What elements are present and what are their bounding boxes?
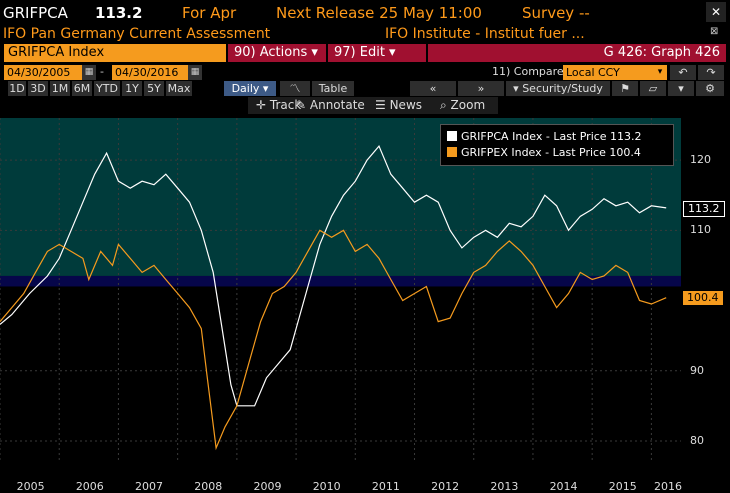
x-tick-label: 2014: [549, 480, 578, 493]
period-button[interactable]: YTD: [94, 81, 120, 96]
band-mid: [0, 275, 681, 287]
x-tick-label: 2007: [135, 480, 164, 493]
security-header: GRIFPCA 113.2 For Apr Next Release 25 Ma…: [0, 0, 730, 26]
ticker-field[interactable]: GRIFPCA Index: [4, 44, 226, 62]
series-line-2: [0, 229, 667, 451]
legend-item-2: GRIFPEX Index - Last Price 100.4: [447, 146, 641, 159]
chart-tools: [248, 97, 498, 114]
currency-select[interactable]: Local CCY: [563, 65, 653, 80]
x-tick-label: 2013: [490, 480, 519, 493]
series-line-1: [0, 144, 667, 407]
track-tool[interactable]: ✛ Track: [256, 98, 301, 113]
chevron-down-icon[interactable]: ▾: [668, 81, 694, 96]
period-button[interactable]: 1D: [8, 81, 26, 96]
flag-icon[interactable]: ⚑: [612, 81, 638, 96]
for-period: For Apr: [182, 4, 237, 22]
chevron-down-icon: ▾: [513, 82, 523, 95]
annotate-label: Annotate: [309, 98, 365, 112]
series-description: IFO Pan Germany Current Assessment: [3, 26, 271, 42]
scroll-left-icon[interactable]: «: [410, 81, 456, 96]
security-study-label: Security/Study: [522, 82, 603, 95]
line-chart-icon[interactable]: 〽: [280, 81, 310, 96]
shape-icon[interactable]: ▱: [640, 81, 666, 96]
expand-icon[interactable]: ⊠: [710, 26, 719, 37]
undo-icon[interactable]: ↶: [670, 65, 696, 80]
close-icon[interactable]: ✕: [706, 2, 726, 22]
magnifier-icon: ⌕: [440, 98, 451, 112]
crosshair-icon: ✛: [256, 98, 270, 112]
last-price-tag-2: 100.4: [683, 290, 723, 305]
last-price-tag-1: 113.2: [683, 200, 725, 217]
x-tick-label: 2005: [16, 480, 45, 493]
x-tick-label: 2015: [608, 480, 637, 493]
next-release: Next Release 25 May 11:00: [276, 4, 482, 22]
x-tick-label: 2009: [253, 480, 282, 493]
news-icon: ☰: [375, 98, 390, 112]
period-button[interactable]: Max: [166, 81, 192, 96]
calendar-icon[interactable]: ▦: [82, 65, 96, 80]
zoom-label: Zoom: [450, 98, 486, 112]
track-label: Track: [269, 98, 302, 112]
security-study-button[interactable]: ▾ Security/Study: [506, 81, 610, 96]
legend-label-1: GRIFPCA Index - Last Price 113.2: [461, 130, 642, 143]
zoom-tool[interactable]: ⌕ Zoom: [440, 98, 485, 113]
news-tool[interactable]: ☰ News: [375, 98, 422, 113]
x-tick-label: 2010: [312, 480, 341, 493]
annotate-tool[interactable]: ✎ Annotate: [296, 98, 365, 113]
calendar-icon[interactable]: ▦: [188, 65, 202, 80]
legend-swatch-2: [447, 147, 457, 157]
news-label: News: [389, 98, 423, 112]
x-tick-label: 2008: [194, 480, 223, 493]
graph-id: G 426: Graph 426: [428, 44, 726, 62]
period-button[interactable]: 3D: [28, 81, 48, 96]
redo-icon[interactable]: ↷: [698, 65, 724, 80]
series-source: IFO Institute - Institut fuer ...: [385, 26, 585, 42]
x-tick-label: 2016: [654, 480, 682, 493]
x-tick-label: 2011: [371, 480, 400, 493]
price-chart[interactable]: [0, 118, 681, 462]
legend-swatch-1: [447, 131, 457, 141]
legend-item-1: GRIFPCA Index - Last Price 113.2: [447, 130, 642, 143]
period-button[interactable]: 1M: [50, 81, 70, 96]
survey: Survey --: [522, 4, 590, 22]
period-button[interactable]: 1Y: [122, 81, 142, 96]
chart-legend: GRIFPCA Index - Last Price 113.2 GRIFPEX…: [440, 124, 674, 166]
y-tick-label: 80: [690, 433, 704, 447]
y-tick-label: 110: [690, 223, 711, 237]
y-tick-label: 90: [690, 363, 704, 377]
date-separator: -: [100, 65, 104, 78]
pencil-icon: ✎: [296, 98, 310, 112]
chevron-down-icon[interactable]: ▾: [653, 65, 667, 80]
frequency-select[interactable]: Daily ▾: [224, 81, 276, 96]
x-tick-label: 2006: [75, 480, 104, 493]
y-axis: [681, 118, 730, 462]
table-button[interactable]: Table: [312, 81, 354, 96]
scroll-right-icon[interactable]: »: [458, 81, 504, 96]
description-row: IFO Pan Germany Current Assessment IFO I…: [0, 26, 730, 43]
period-button[interactable]: 5Y: [144, 81, 164, 96]
y-tick-label: 120: [690, 153, 711, 167]
x-tick-label: 2012: [431, 480, 460, 493]
legend-label-2: GRIFPEX Index - Last Price 100.4: [461, 146, 641, 159]
end-date-input[interactable]: 04/30/2016: [112, 65, 188, 80]
ticker-title: GRIFPCA: [3, 4, 68, 22]
compare-label[interactable]: 11) Compare: [492, 65, 564, 78]
period-button[interactable]: 6M: [72, 81, 92, 96]
gear-icon[interactable]: ⚙: [696, 81, 724, 96]
edit-button[interactable]: 97) Edit ▾: [328, 44, 426, 62]
actions-button[interactable]: 90) Actions ▾: [228, 44, 326, 62]
last-value: 113.2: [95, 4, 143, 22]
start-date-input[interactable]: 04/30/2005: [4, 65, 82, 80]
